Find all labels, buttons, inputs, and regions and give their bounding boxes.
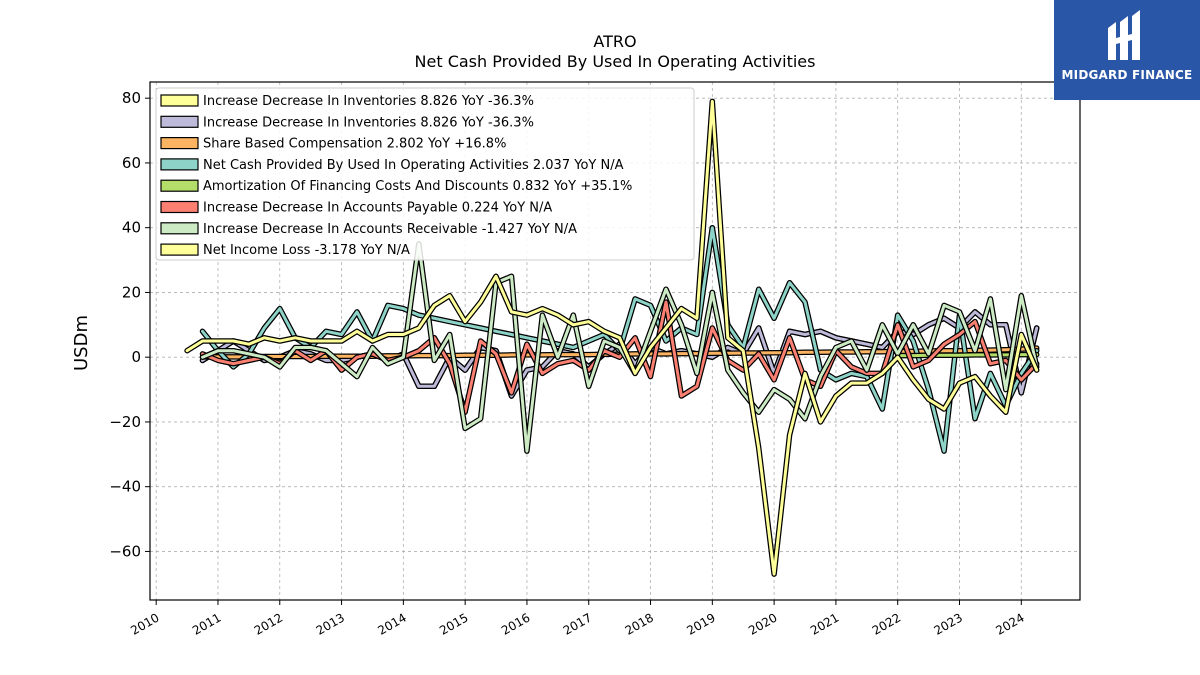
x-tick-label: 2012 [252, 610, 285, 637]
y-axis-label: USDm [71, 315, 92, 371]
x-tick-label: 2016 [499, 610, 532, 637]
y-tick-label: −40 [109, 478, 141, 496]
legend-swatch [160, 243, 199, 256]
y-tick-label: 20 [122, 283, 141, 301]
legend-entry: Increase Decrease In Accounts Receivable… [203, 222, 577, 237]
legend-entry: Amortization Of Financing Costs And Disc… [203, 179, 632, 194]
x-tick-label: 2020 [746, 610, 779, 637]
legend-entry: Increase Decrease In Accounts Payable 0.… [203, 201, 552, 216]
x-tick-label: 2024 [993, 610, 1026, 637]
y-tick-label: 80 [122, 89, 141, 107]
x-tick-label: 2022 [870, 610, 903, 637]
x-tick-label: 2015 [437, 610, 470, 637]
brand-logo: MIDGARD FINANCE [1054, 0, 1200, 100]
plot-frame [149, 81, 1081, 601]
legend-entry: Increase Decrease In Inventories 8.826 Y… [203, 115, 534, 130]
y-tick-label: −20 [109, 413, 141, 431]
legend-swatch [160, 115, 199, 128]
legend-swatch [160, 179, 199, 192]
y-tick-label: 60 [122, 154, 141, 172]
x-tick-label: 2011 [190, 610, 223, 637]
x-tick-label: 2017 [561, 610, 594, 637]
legend-entry: Share Based Compensation 2.802 YoY +16.8… [203, 137, 506, 152]
series-line [201, 300, 1039, 414]
x-tick-label: 2010 [128, 610, 161, 637]
y-tick-label: 40 [122, 219, 141, 237]
x-tick-label: 2023 [932, 610, 965, 637]
legend-swatch [160, 94, 199, 107]
series-6 [199, 241, 1040, 454]
y-tick-label: 0 [131, 348, 141, 366]
x-tick-label: 2019 [684, 610, 717, 637]
legend-swatch [160, 222, 199, 235]
series-5 [199, 299, 1040, 415]
series-7 [184, 98, 1040, 577]
legend-entry: Net Cash Provided By Used In Operating A… [203, 158, 624, 173]
brand-name: MIDGARD FINANCE [1061, 68, 1193, 82]
x-tick-label: 2014 [375, 610, 408, 637]
legend-swatch [160, 200, 199, 214]
legend-box [155, 87, 695, 261]
x-tick-label: 2013 [314, 610, 347, 637]
legend-swatch [160, 158, 199, 171]
legend-entry: Net Income Loss -3.178 YoY N/A [203, 243, 410, 258]
legend-entry: Increase Decrease In Inventories 8.826 Y… [203, 94, 534, 109]
series-line [201, 242, 1039, 453]
legend: Increase Decrease In Inventories 8.826 Y… [155, 87, 695, 261]
y-tick-label: −60 [109, 542, 141, 560]
midgard-logo-icon [1108, 10, 1140, 60]
chart-subtitle: Net Cash Provided By Used In Operating A… [415, 52, 816, 71]
series-line [185, 99, 1039, 576]
legend-swatch [160, 137, 199, 150]
series-group [184, 98, 1040, 577]
chart-title: ATRO [593, 32, 636, 51]
x-tick-label: 2018 [623, 610, 656, 637]
x-tick-label: 2021 [808, 610, 841, 637]
